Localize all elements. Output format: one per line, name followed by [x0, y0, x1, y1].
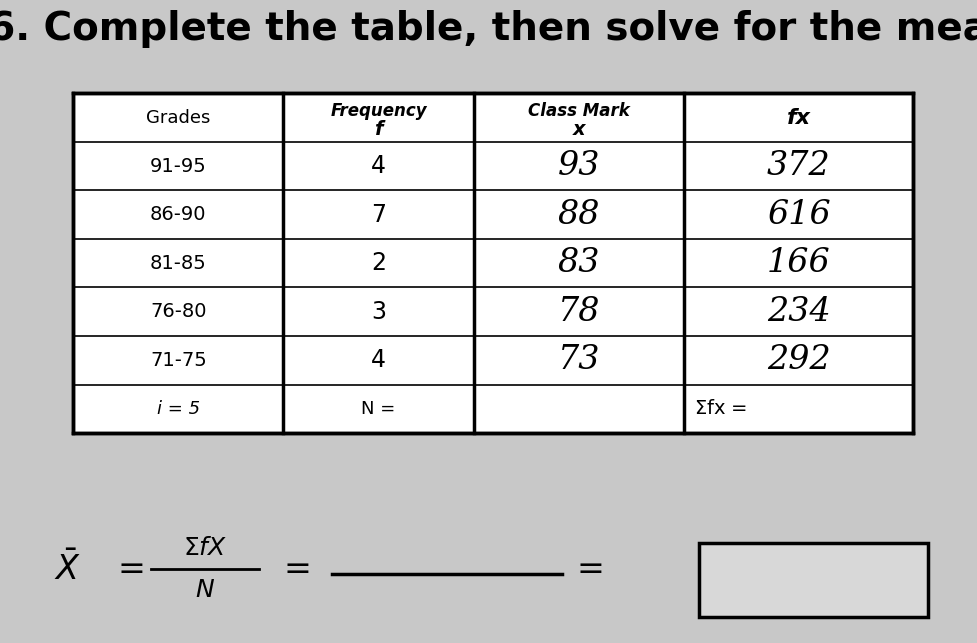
- Text: 71-75: 71-75: [149, 350, 207, 370]
- Text: 93: 93: [558, 150, 600, 182]
- Text: 166: 166: [767, 247, 830, 279]
- Text: 78: 78: [558, 296, 600, 328]
- Text: =: =: [576, 552, 605, 586]
- Text: 234: 234: [767, 296, 830, 328]
- Text: =: =: [117, 552, 146, 586]
- Text: N =: N =: [361, 400, 396, 418]
- Text: 292: 292: [767, 344, 830, 376]
- Text: Class Mark: Class Mark: [528, 102, 630, 120]
- Text: 1-6. Complete the table, then solve for the mean.: 1-6. Complete the table, then solve for …: [0, 10, 977, 48]
- Text: Frequency: Frequency: [330, 102, 427, 120]
- Text: f: f: [374, 120, 383, 139]
- Text: 76-80: 76-80: [150, 302, 206, 322]
- Text: i = 5: i = 5: [156, 400, 200, 418]
- Text: 81-85: 81-85: [149, 253, 207, 273]
- Text: 4: 4: [371, 154, 386, 178]
- Bar: [699, 543, 928, 617]
- Text: 86-90: 86-90: [150, 205, 206, 224]
- Text: $\Sigma$fx =: $\Sigma$fx =: [694, 399, 747, 419]
- Text: fx: fx: [786, 107, 811, 127]
- Text: 3: 3: [371, 300, 386, 323]
- Text: =: =: [283, 552, 312, 586]
- Text: 73: 73: [558, 344, 600, 376]
- Text: 7: 7: [371, 203, 386, 226]
- Text: 91-95: 91-95: [149, 156, 207, 176]
- Text: x: x: [573, 120, 585, 139]
- Bar: [73, 93, 913, 433]
- Text: 616: 616: [767, 199, 830, 231]
- Text: Grades: Grades: [147, 109, 210, 127]
- Text: 4: 4: [371, 349, 386, 372]
- Text: 372: 372: [767, 150, 830, 182]
- Text: $\bar{X}$: $\bar{X}$: [54, 551, 81, 587]
- Text: 83: 83: [558, 247, 600, 279]
- Text: 88: 88: [558, 199, 600, 231]
- Text: $N$: $N$: [195, 577, 215, 602]
- Text: 2: 2: [371, 251, 386, 275]
- Text: $\Sigma fX$: $\Sigma fX$: [183, 536, 228, 561]
